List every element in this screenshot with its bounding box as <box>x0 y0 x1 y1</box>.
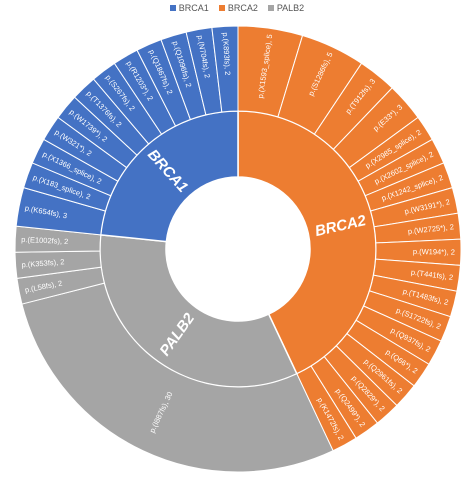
mutation-label: p.(K353fs), 2 <box>21 257 64 269</box>
legend-label-brca2: BRCA2 <box>227 3 258 13</box>
legend-swatch-brca1 <box>169 5 176 11</box>
legend-item-brca1: BRCA1 <box>169 3 209 13</box>
legend-label-palb2: PALB2 <box>276 3 305 13</box>
mutation-segment <box>211 25 239 113</box>
mutation-segment <box>21 282 334 473</box>
legend-item-palb2: PALB2 <box>267 3 305 13</box>
chart-legend: BRCA1 BRCA2 PALB2 <box>0 3 474 13</box>
mutation-label: p.(E1002fs), 2 <box>21 235 68 246</box>
mutation-label: p.(W194*), 2 <box>413 247 455 257</box>
mutation-label: p.(K893fs), 2 <box>221 32 233 75</box>
legend-swatch-brca2 <box>218 5 225 11</box>
legend-swatch-palb2 <box>267 5 274 11</box>
legend-item-brca2: BRCA2 <box>218 3 258 13</box>
legend-label-brca1: BRCA1 <box>178 3 209 13</box>
